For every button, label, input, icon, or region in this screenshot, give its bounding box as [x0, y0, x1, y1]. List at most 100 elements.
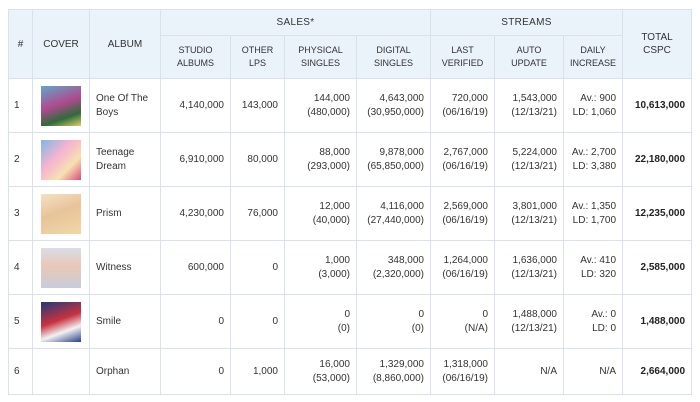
header-total-cspc: TOTAL CSPC — [622, 9, 693, 79]
sales-table: # COVER ALBUM SALES* STREAMS TOTAL CSPC … — [8, 9, 693, 395]
physical-singles-units: (40,000) — [312, 214, 350, 226]
row-number: 2 — [8, 132, 33, 187]
daily-increase-cell: Av.: 2,700 LD: 3,380 — [562, 132, 624, 187]
last-verified-date: (06/16/19) — [442, 372, 488, 384]
daily-increase-last-day: LD: 1,060 — [572, 106, 617, 118]
physical-singles-units: (480,000) — [307, 106, 350, 118]
last-verified-date: (06/16/19) — [442, 214, 488, 226]
digital-singles-value: 4,643,000 — [379, 92, 425, 104]
last-verified-date: (06/16/19) — [442, 268, 488, 280]
album-cover-image — [41, 139, 81, 180]
album-title: Teenage Dream — [89, 132, 161, 187]
table-row: 1 One Of The Boys 4,140,000 143,000 144,… — [8, 78, 693, 133]
physical-singles-value: 1,000 — [324, 254, 350, 266]
daily-increase-last-day: LD: 3,380 — [572, 160, 617, 172]
daily-increase-average: Av.: 2,700 — [571, 146, 617, 158]
header-studio-albums: STUDIO ALBUMS — [160, 35, 231, 79]
table-row: 5 Smile 0 0 0 (0) 0 (0) 0 (N/A) 1,488,000 (1… — [8, 294, 693, 349]
auto-update-date: (12/13/21) — [511, 106, 557, 118]
album-cover — [32, 132, 90, 187]
digital-singles-units: (27,440,000) — [367, 214, 424, 226]
physical-singles-cell: 144,000 (480,000) — [284, 78, 357, 133]
other-lps-cell: 143,000 — [230, 78, 285, 133]
album-cover — [32, 348, 90, 395]
digital-singles-cell: 4,643,000 (30,950,000) — [356, 78, 431, 133]
daily-increase-cell: Av.: 0 LD: 0 — [562, 294, 624, 349]
physical-singles-value: 16,000 — [319, 358, 350, 370]
digital-singles-value: 0 — [418, 308, 424, 320]
header-daily-increase: DAILY INCREASE — [562, 35, 624, 79]
digital-singles-cell: 0 (0) — [356, 294, 431, 349]
physical-singles-value: 88,000 — [319, 146, 350, 158]
auto-update-value: 3,801,000 — [512, 200, 558, 212]
last-verified-value: 1,264,000 — [443, 254, 489, 266]
studio-albums-cell: 4,230,000 — [160, 186, 231, 241]
album-cover — [32, 186, 90, 241]
physical-singles-cell: 1,000 (3,000) — [284, 240, 357, 295]
last-verified-cell: 0 (N/A) — [430, 294, 495, 349]
other-lps-cell: 76,000 — [230, 186, 285, 241]
auto-update-date: (12/13/21) — [511, 268, 557, 280]
total-cspc-cell: 10,613,000 — [622, 78, 693, 133]
physical-singles-cell: 0 (0) — [284, 294, 357, 349]
daily-increase-average: N/A — [599, 365, 617, 377]
studio-albums-cell: 6,910,000 — [160, 132, 231, 187]
album-cover-image — [41, 301, 81, 342]
header-album: ALBUM — [89, 9, 161, 79]
last-verified-cell: 1,318,000 (06/16/19) — [430, 348, 495, 395]
daily-increase-cell: N/A — [562, 348, 624, 395]
auto-update-cell: 3,801,000 (12/13/21) — [494, 186, 564, 241]
last-verified-cell: 1,264,000 (06/16/19) — [430, 240, 495, 295]
auto-update-cell: 5,224,000 (12/13/21) — [494, 132, 564, 187]
digital-singles-cell: 348,000 (2,320,000) — [356, 240, 431, 295]
digital-singles-value: 1,329,000 — [379, 358, 425, 370]
row-number: 4 — [8, 240, 33, 295]
digital-singles-value: 9,878,000 — [379, 146, 425, 158]
last-verified-cell: 2,767,000 (06/16/19) — [430, 132, 495, 187]
album-cover-image — [41, 85, 81, 126]
row-number: 1 — [8, 78, 33, 133]
table-row: 2 Teenage Dream 6,910,000 80,000 88,000 (… — [8, 132, 693, 187]
header-sales: SALES* — [160, 9, 431, 36]
table-row: 4 Witness 600,000 0 1,000 (3,000) 348,000… — [8, 240, 693, 295]
auto-update-date: (12/13/21) — [511, 322, 557, 334]
album-cover — [32, 294, 90, 349]
auto-update-date: (12/13/21) — [511, 214, 557, 226]
daily-increase-average: Av.: 900 — [580, 92, 617, 104]
last-verified-value: 2,569,000 — [443, 200, 489, 212]
last-verified-value: 0 — [482, 308, 488, 320]
last-verified-date: (06/16/19) — [442, 160, 488, 172]
header-number: # — [8, 9, 33, 79]
physical-singles-value: 144,000 — [313, 92, 350, 104]
row-number: 6 — [8, 348, 33, 395]
row-number: 5 — [8, 294, 33, 349]
last-verified-date: (N/A) — [464, 322, 488, 334]
daily-increase-last-day: LD: 320 — [581, 268, 617, 280]
table-row: 3 Prism 4,230,000 76,000 12,000 (40,000) … — [8, 186, 693, 241]
daily-increase-cell: Av.: 1,350 LD: 1,700 — [562, 186, 624, 241]
physical-singles-units: (293,000) — [307, 160, 350, 172]
header-last-verified: LAST VERIFIED — [430, 35, 495, 79]
auto-update-value: 5,224,000 — [512, 146, 558, 158]
album-title: Orphan — [89, 348, 161, 395]
digital-singles-units: (30,950,000) — [367, 106, 424, 118]
studio-albums-cell: 0 — [160, 348, 231, 395]
physical-singles-units: (3,000) — [318, 268, 350, 280]
digital-singles-cell: 9,878,000 (65,850,000) — [356, 132, 431, 187]
other-lps-cell: 1,000 — [230, 348, 285, 395]
digital-singles-cell: 1,329,000 (8,860,000) — [356, 348, 431, 395]
physical-singles-cell: 16,000 (53,000) — [284, 348, 357, 395]
total-cspc-cell: 22,180,000 — [622, 132, 693, 187]
auto-update-value: 1,488,000 — [512, 308, 558, 320]
digital-singles-cell: 4,116,000 (27,440,000) — [356, 186, 431, 241]
physical-singles-cell: 88,000 (293,000) — [284, 132, 357, 187]
table-row: 6 Orphan 0 1,000 16,000 (53,000) 1,329,00… — [8, 348, 693, 395]
other-lps-cell: 80,000 — [230, 132, 285, 187]
album-title: Prism — [89, 186, 161, 241]
daily-increase-last-day: LD: 1,700 — [572, 214, 617, 226]
auto-update-cell: 1,543,000 (12/13/21) — [494, 78, 564, 133]
total-cspc-cell: 1,488,000 — [622, 294, 693, 349]
header-digital-singles: DIGITAL SINGLES — [356, 35, 431, 79]
digital-singles-units: (0) — [411, 322, 424, 334]
last-verified-value: 1,318,000 — [443, 358, 489, 370]
